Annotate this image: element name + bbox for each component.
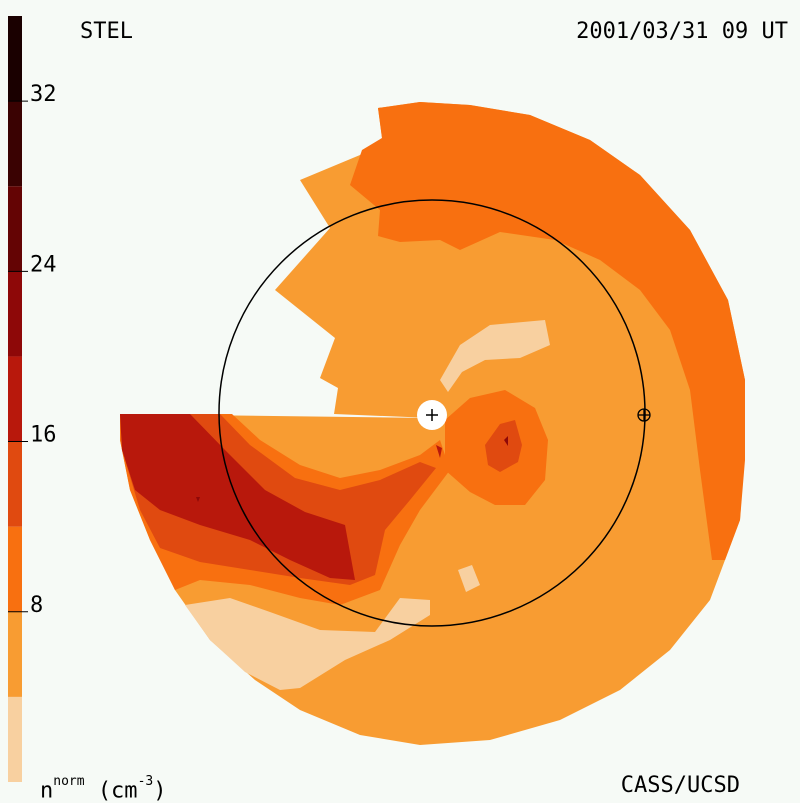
unit-base: n [40, 778, 54, 803]
unit-close: ) [153, 778, 167, 803]
colorbar-segment [8, 611, 22, 697]
contour-level-0-4-inner [440, 320, 550, 392]
density-contours [120, 102, 745, 745]
colorbar-segment [8, 526, 22, 612]
contour-level-12-16-spot [436, 445, 442, 458]
colorbar-segment [8, 441, 22, 527]
contour-level-20-24-spot [196, 497, 200, 502]
colorbar-tick-label: 16 [30, 423, 57, 448]
contour-level-0-4-spot [458, 565, 480, 592]
colorbar-segment [8, 101, 22, 187]
contour-level-16-20-sw [120, 414, 355, 580]
colorbar-segment [8, 271, 22, 357]
colorbar-tick-label: 24 [30, 252, 57, 277]
unit-rest: (cm [97, 778, 138, 803]
unit-superscript: norm [53, 774, 85, 789]
colorbar-segment [8, 186, 22, 272]
earth-orbit-circle [218, 199, 646, 627]
colorbar-ticks: 8 16 24 32 [8, 82, 57, 618]
colorbar-segment [8, 16, 22, 102]
timestamp-label: 2001/03/31 09 UT [576, 19, 788, 44]
colorbar-tick-label: 8 [30, 593, 43, 618]
unit-exponent: -3 [137, 774, 154, 789]
contour-level-12-16-inner [485, 420, 522, 472]
contour-level-0-4-lower [185, 598, 430, 690]
colorbar-segment [8, 356, 22, 442]
plot-title: STEL [80, 19, 133, 44]
colorbar-tick-label: 32 [30, 82, 57, 107]
colorbar [8, 16, 22, 782]
contour-level-16-20-inner [504, 436, 508, 446]
credit-label: CASS/UCSD [620, 773, 740, 798]
colorbar-segment [8, 696, 22, 782]
contour-level-8-12-outer [350, 102, 745, 560]
colorbar-unit-label: nnorm (cm-3) [40, 774, 166, 803]
